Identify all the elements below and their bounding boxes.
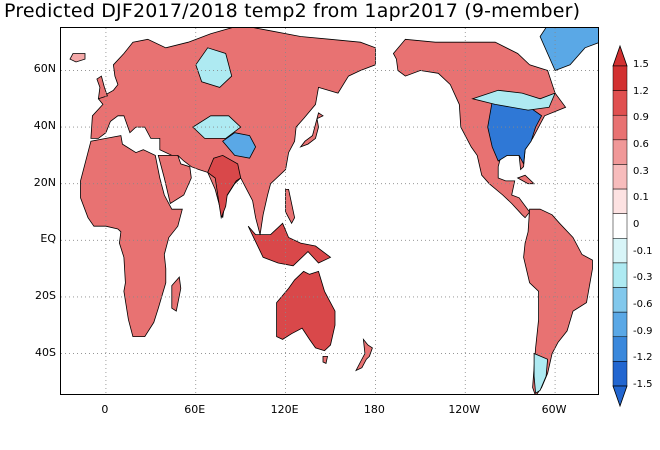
map-frame [60, 27, 599, 395]
iceland-shape [69, 53, 86, 63]
colorbar-segment [612, 262, 628, 288]
south-america-shape [523, 208, 593, 394]
japan-shape [299, 112, 324, 148]
colorbar-segment [612, 336, 628, 362]
colorbar-segment [612, 361, 628, 387]
lon-label: 120E [270, 403, 299, 416]
patagonia-cool-shape [533, 352, 549, 394]
colorbar-segment [612, 238, 628, 264]
lon-label: 60W [541, 403, 567, 416]
africa-shape [80, 135, 183, 338]
gridlines [61, 28, 598, 394]
colorbar-tick-label: -1.2 [633, 352, 653, 364]
colorbar-segment [612, 65, 628, 91]
colorbar-tick-label: 0.9 [633, 112, 649, 124]
colorbar-segment [612, 139, 628, 165]
arabia-shape [157, 155, 192, 205]
colorbar-tick-label: 1.2 [633, 85, 649, 97]
colorbar-segment [612, 188, 628, 214]
canada-cool-shape [471, 89, 556, 111]
colorbar-min-arrow [612, 385, 628, 408]
map-plot [61, 28, 598, 394]
lon-label: 0 [101, 403, 109, 416]
lat-label: 20N [33, 175, 56, 189]
lat-label: 40N [33, 119, 56, 133]
land-layer [69, 28, 598, 394]
colorbar-tick-label: -0.6 [633, 299, 653, 310]
colorbar-tick-label: -0.9 [633, 325, 653, 337]
colorbar-tick-label: 0.1 [633, 192, 649, 204]
colorbar-max-arrow [612, 44, 628, 67]
australia-shape [276, 270, 336, 352]
siberia-cool-shape [195, 47, 233, 88]
colorbar-segment [612, 287, 628, 313]
philippines-shape [285, 188, 296, 225]
colorbar-tick-label: -1.5 [633, 379, 653, 390]
colorbar-segment [612, 90, 628, 116]
plot-title: Predicted DJF2017/2018 temp2 from 1apr20… [4, 0, 581, 22]
lon-label: 120W [448, 403, 481, 416]
lon-label: 180 [363, 403, 385, 416]
colorbar-tick-label: -0.3 [633, 272, 653, 284]
lat-label: 60N [33, 62, 56, 76]
usa-cool-shape [487, 101, 543, 166]
colorbar [612, 44, 628, 408]
colorbar-tick-label: 0.3 [633, 165, 649, 177]
lat-label: 20S [35, 288, 56, 302]
greenland-shape [539, 28, 598, 72]
colorbar-segment [612, 114, 628, 141]
lat-label: EQ [40, 232, 56, 246]
colorbar-tick-label: 0 [633, 219, 640, 230]
cuba-shape [516, 174, 536, 185]
sea-islands-shape [247, 222, 332, 267]
north-america-shape [392, 38, 567, 219]
colorbar-segment [612, 311, 628, 338]
colorbar-segment [612, 164, 628, 190]
lon-label: 60E [184, 403, 206, 416]
colorbar-tick-label: -0.1 [633, 245, 653, 257]
new-zealand-shape [355, 338, 373, 372]
lat-label: 40S [35, 345, 56, 359]
madagascar-shape [171, 276, 182, 312]
colorbar-tick-label: 0.6 [633, 139, 649, 150]
tibet-shape [222, 132, 257, 159]
uk-shape [96, 75, 108, 100]
india-shape [207, 154, 242, 220]
colorbar-tick-label: 1.5 [633, 59, 649, 70]
colorbar-segment [612, 213, 628, 239]
tasmania-shape [322, 355, 328, 364]
central-asia-cool-shape [192, 115, 242, 139]
